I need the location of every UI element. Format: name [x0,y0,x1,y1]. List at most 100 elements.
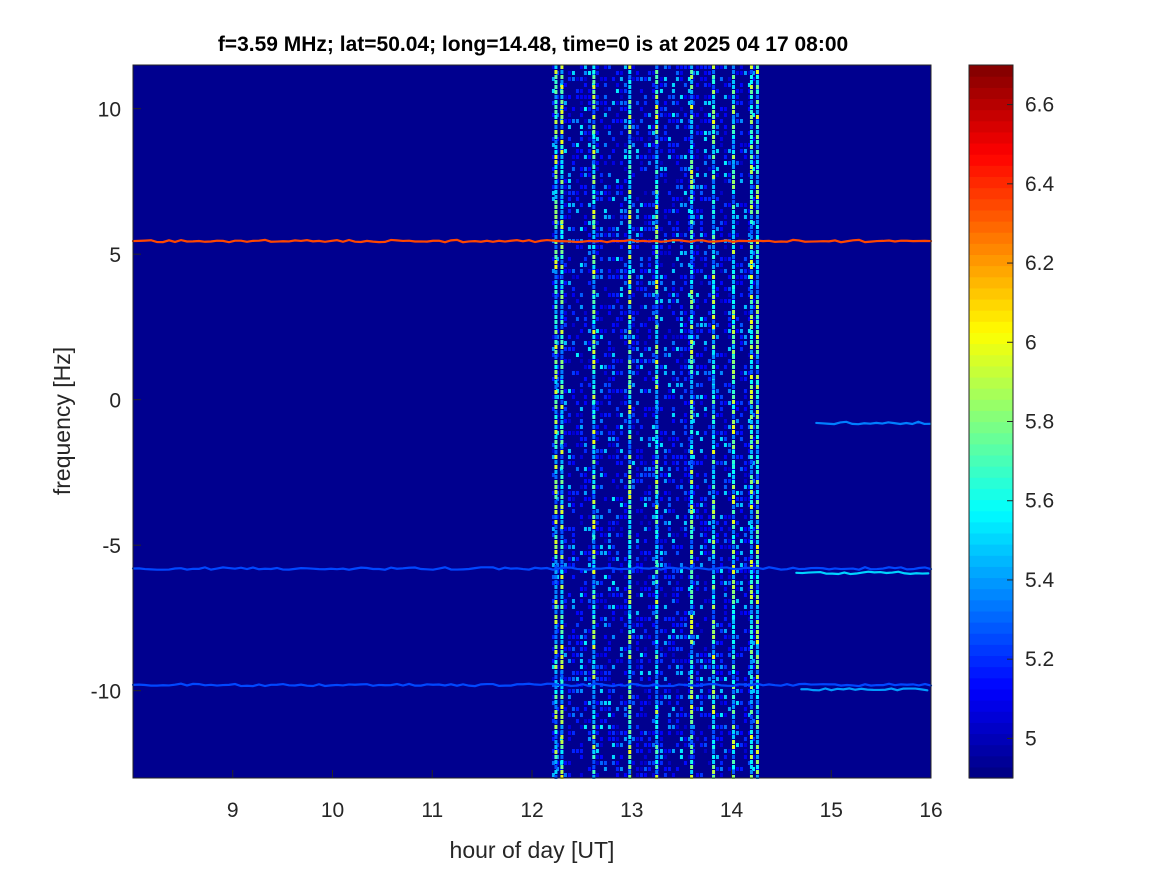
heat-column-cell [690,655,694,659]
heat-column-cell [655,180,659,184]
heat-column-cell [749,205,753,209]
heat-column-cell [628,395,632,399]
heat-cell [551,731,555,735]
heat-cell [719,731,723,735]
heat-column-cell [592,80,596,84]
heat-column-cell [655,645,659,649]
heat-cell [567,137,571,141]
heat-column-cell [749,520,753,524]
heat-column-cell [554,385,558,389]
heat-column-cell [554,490,558,494]
heat-column-cell [655,205,659,209]
heat-cell [607,689,611,693]
heat-cell [695,383,699,387]
heat-column-cell [712,465,716,469]
heat-column-cell [690,750,694,754]
heat-cell [623,335,627,339]
heat-cell [747,761,751,765]
heat-cell [735,203,739,207]
heat-column-cell [655,350,659,354]
heat-column-cell [560,670,564,674]
heat-cell [747,353,751,357]
heat-column-cell [731,365,735,369]
heat-cell [607,389,611,393]
heat-column-cell [592,330,596,334]
heat-column-cell [554,325,558,329]
heat-cell [671,575,675,579]
heat-column-cell [554,465,558,469]
heat-column-cell [731,560,735,564]
heat-cell [663,491,667,495]
heat-column-cell [690,690,694,694]
heat-cell [659,317,663,321]
heat-cell [619,659,623,663]
heat-column-cell [560,295,564,299]
heat-cell [603,95,607,99]
heat-cell [743,335,747,339]
heat-cell [667,527,671,531]
colorbar: 55.25.45.65.866.26.46.6 [968,64,1055,779]
heat-cell [579,515,583,519]
heat-cell [595,605,599,609]
heat-column-cell [554,585,558,589]
heat-cell [695,635,699,639]
heat-cell [671,287,675,291]
heat-column-cell [655,265,659,269]
heat-cell [695,335,699,339]
heat-column-cell [554,370,558,374]
colorbar-segment [969,577,1013,590]
heat-cell [647,407,651,411]
heat-column-cell [690,480,694,484]
heat-column-cell [755,135,759,139]
heat-column-cell [690,730,694,734]
heat-cell [747,731,751,735]
heat-cell [739,371,743,375]
heat-column-cell [690,610,694,614]
heat-cell [651,623,655,627]
heat-cell [723,431,727,435]
heat-column-cell [628,405,632,409]
heat-column-cell [560,335,564,339]
heat-column-cell [755,745,759,749]
heat-column-cell [554,615,558,619]
heat-cell [623,233,627,237]
heat-column-cell [628,225,632,229]
heat-column-cell [655,245,659,249]
heat-cell [619,389,623,393]
heat-cell [671,389,675,393]
heat-cell [647,143,651,147]
heat-column-cell [690,680,694,684]
heat-cell [671,509,675,513]
heat-column-cell [731,325,735,329]
heat-column-cell [554,395,558,399]
heat-column-cell [560,105,564,109]
heat-cell [551,719,555,723]
heat-column-cell [560,375,564,379]
heat-cell [671,407,675,411]
heat-column-cell [628,150,632,154]
heat-column-cell [628,635,632,639]
heat-column-cell [560,465,564,469]
heat-cell [603,539,607,543]
heat-column-cell [592,340,596,344]
heat-cell [699,527,703,531]
heat-cell [583,479,587,483]
heat-cell [571,389,575,393]
heat-cell [579,89,583,93]
heat-cell [603,677,607,681]
heat-cell [563,401,567,405]
heat-cell [595,431,599,435]
heat-cell [619,203,623,207]
heat-column-cell [690,100,694,104]
heat-column-cell [560,385,564,389]
heat-column-cell [755,605,759,609]
heat-cell [623,125,627,129]
heat-column-cell [749,365,753,369]
heat-column-cell [731,670,735,674]
heat-cell [735,113,739,117]
heat-cell [551,491,555,495]
heat-cell [703,503,707,507]
heat-cell [751,503,755,507]
heat-cell [587,551,591,555]
heat-cell [743,461,747,465]
